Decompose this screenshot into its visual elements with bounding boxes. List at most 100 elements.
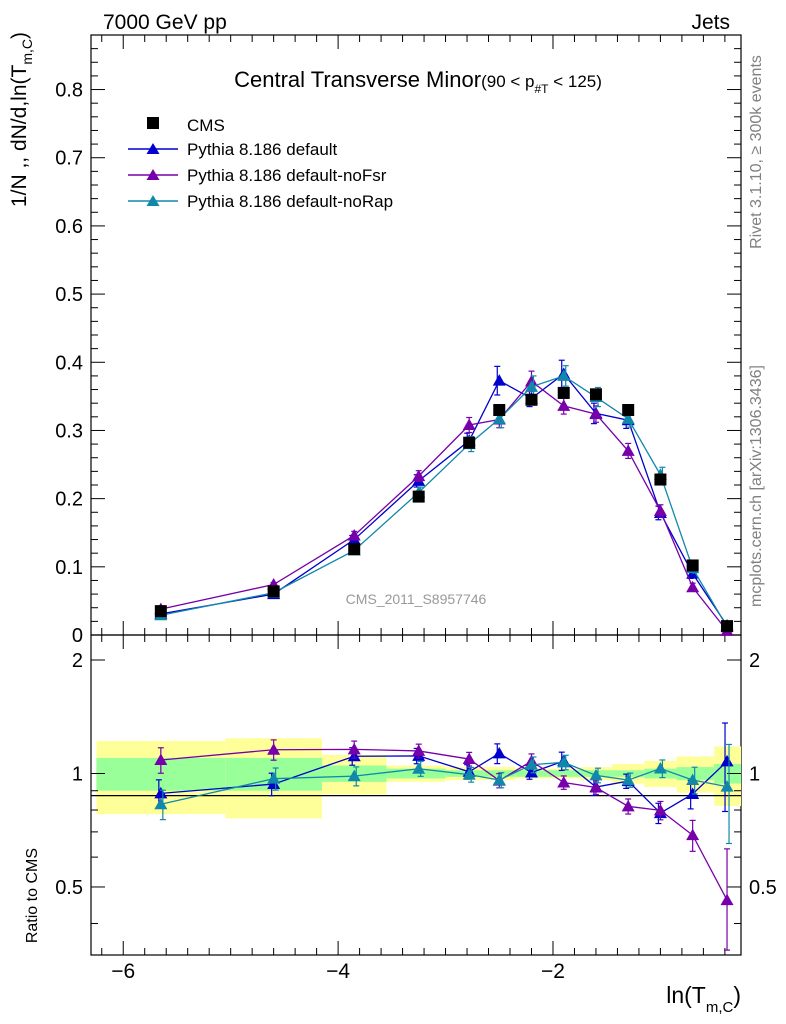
data-point-cms [525, 393, 538, 406]
data-point-cms [348, 543, 361, 556]
ratio-y-tick-label-right: 2 [749, 650, 760, 672]
x-tick-label: −6 [111, 960, 135, 983]
rivet-label: Rivet 3.1.10, ≥ 300k events [748, 55, 765, 249]
series-line-pythia-8-186-default-norap [160, 375, 728, 628]
y-tick-label: 0.2 [55, 489, 83, 511]
legend-marker-norap [146, 195, 160, 206]
ratio-y-tick-label-right: 1 [749, 763, 760, 785]
data-point-cms [654, 473, 667, 486]
data-point-pythia-8-186-default-norap [492, 412, 506, 424]
ratio-point-pythia-8-186-default-norap [267, 772, 281, 784]
chart-title-cut-prefix: (90 < p [481, 72, 534, 91]
data-point-pythia-8-186-default-nofsr [589, 407, 603, 420]
y-axis-label-sub: m,C [19, 39, 35, 65]
data-point-cms [721, 620, 734, 633]
header-process: Jets [691, 11, 730, 34]
data-point-pythia-8-186-default-nofsr [412, 469, 426, 482]
data-point-cms [267, 585, 280, 598]
ratio-point-pythia-8-186-default-norap [557, 755, 571, 768]
ratio-y-axis-label: Ratio to CMS [24, 848, 41, 943]
legend: CMS Pythia 8.186 default Pythia 8.186 de… [128, 116, 393, 211]
ratio-point-pythia-8-186-default-norap [154, 797, 168, 810]
legend-marker-cms [147, 117, 159, 129]
data-point-pythia-8-186-default-norap [621, 412, 635, 424]
x-tick-label: −4 [326, 960, 350, 983]
y-tick-label: 0.1 [55, 557, 83, 579]
main-series-layer [154, 359, 734, 636]
legend-marker-nofsr [146, 169, 160, 180]
y-tick-label: 0.6 [55, 216, 83, 238]
y-tick-label: 0.5 [55, 284, 83, 306]
ratio-point-pythia-8-186-default-norap [589, 768, 603, 781]
ratio-point-pythia-8-186-default [154, 786, 168, 799]
y-axis-label: 1/N ,, dN/d,ln(Tm,C) [8, 32, 35, 207]
x-axis-label-prefix: ln(T [666, 982, 706, 1008]
y-tick-label: 0.8 [55, 80, 83, 102]
data-point-cms [557, 386, 570, 399]
ratio-point-pythia-8-186-default-nofsr [653, 803, 667, 816]
data-point-cms [622, 404, 635, 416]
legend-label-nofsr: Pythia 8.186 default-noFsr [187, 166, 387, 185]
ratio-y-tick-label-right: 0.5 [749, 877, 777, 899]
data-point-pythia-8-186-default-nofsr [653, 504, 667, 516]
ratio-point-pythia-8-186-default-nofsr [720, 893, 734, 906]
ratio-point-pythia-8-186-default-norap [462, 768, 476, 780]
ratio-point-pythia-8-186-default-nofsr [686, 828, 700, 841]
chart-title-cut-suffix: < 125) [549, 72, 602, 91]
analysis-watermark: CMS_2011_S8957746 [346, 591, 487, 607]
chart-title-main: Central Transverse Minor [234, 67, 481, 92]
y-tick-label: 0 [72, 625, 83, 647]
data-point-pythia-8-186-default-norap [557, 369, 571, 381]
y-tick-label: 0.3 [55, 420, 83, 442]
legend-label-norap: Pythia 8.186 default-noRap [187, 192, 393, 211]
y-axis-label-suffix: ) [8, 32, 31, 39]
ratio-y-tick-label: 0.5 [55, 877, 83, 899]
data-point-cms [412, 490, 425, 503]
data-point-cms [463, 436, 476, 449]
ratio-series-layer [154, 722, 734, 951]
x-axis-label: ln(Tm,C) [666, 982, 741, 1016]
x-axis-label-suffix: ) [733, 982, 741, 1008]
y-tick-label: 0.7 [55, 148, 83, 170]
legend-label-default: Pythia 8.186 default [187, 140, 338, 159]
ratio-point-pythia-8-186-default-norap [621, 773, 635, 786]
mcplots-label: mcplots.cern.ch [arXiv:1306.3436] [748, 365, 765, 607]
ratio-point-pythia-8-186-default [524, 766, 538, 778]
chart-title-cut-sub: #T [534, 82, 549, 96]
ratio-point-pythia-8-186-default-nofsr [621, 799, 635, 812]
data-point-pythia-8-186-default-nofsr [462, 418, 476, 430]
data-point-cms [493, 404, 506, 416]
legend-label-cms: CMS [187, 116, 225, 135]
y-axis-label-prefix: 1/N ,, dN/d,ln(T [8, 65, 31, 208]
tick-labels: −6 −4 −2 0 0.1 0.2 0.3 0.4 0.5 0.6 0.7 0.8 0.5 0.5 1 1 2… [55, 80, 777, 983]
header-energy: 7000 GeV pp [103, 11, 227, 34]
ratio-band-inner [547, 770, 580, 777]
data-point-pythia-8-186-default-nofsr [686, 580, 700, 593]
ratio-y-tick-label: 2 [72, 650, 83, 672]
x-tick-label: −2 [541, 960, 565, 983]
ratio-point-pythia-8-186-default [686, 787, 700, 799]
ratio-point-pythia-8-186-default-nofsr [557, 775, 571, 788]
axis-ticks [91, 34, 741, 955]
ratio-band-inner [676, 767, 715, 781]
ratio-point-pythia-8-186-default [720, 754, 734, 767]
y-tick-label: 0.4 [55, 352, 83, 374]
ratio-point-pythia-8-186-default-nofsr [589, 781, 603, 793]
data-point-pythia-8-186-default-nofsr [557, 399, 571, 411]
ratio-point-pythia-8-186-default-norap [492, 773, 506, 786]
ratio-point-pythia-8-186-default-nofsr [267, 743, 281, 755]
ratio-point-pythia-8-186-default-norap [720, 780, 734, 792]
data-point-pythia-8-186-default-nofsr [347, 528, 361, 541]
ratio-point-pythia-8-186-default-nofsr [462, 752, 476, 765]
ratio-point-pythia-8-186-default-nofsr [154, 753, 168, 766]
ratio-point-pythia-8-186-default-norap [347, 769, 361, 782]
ratio-point-pythia-8-186-default-nofsr [347, 742, 361, 755]
ratio-point-pythia-8-186-default-norap [686, 773, 700, 786]
ratio-point-pythia-8-186-default-norap [524, 758, 538, 770]
data-point-cms [589, 388, 602, 401]
ratio-point-pythia-8-186-default-nofsr [412, 744, 426, 756]
ratio-y-tick-label: 1 [72, 763, 83, 785]
data-point-pythia-8-186-default [492, 374, 506, 386]
chart-title: Central Transverse Minor(90 < p#T < 125) [234, 67, 602, 96]
